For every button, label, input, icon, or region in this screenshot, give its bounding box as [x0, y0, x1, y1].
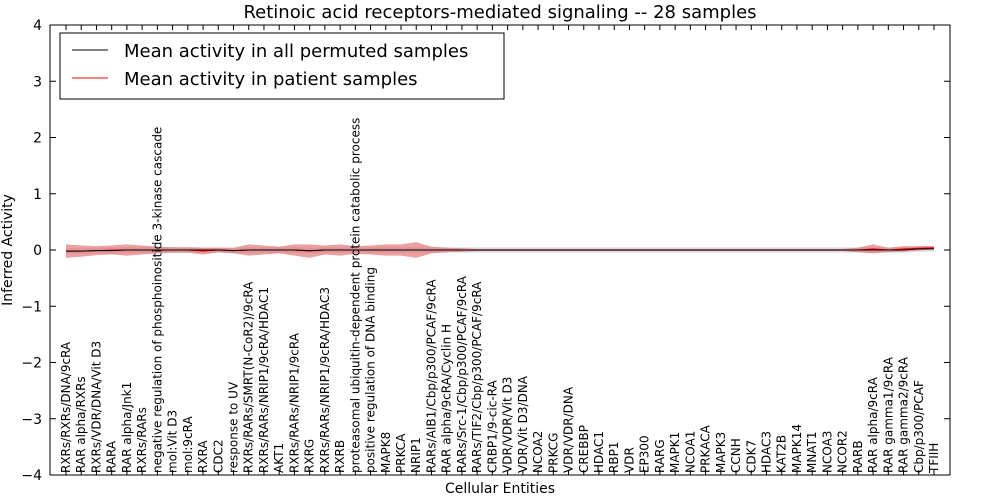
x-tick-label: RBP1 [607, 442, 621, 473]
x-tick-label: RXRs/RARs/SMRT(N-CoR2)/9cRA [242, 281, 256, 473]
y-tick-label: 3 [33, 74, 42, 90]
x-tick-label: RXRB [333, 440, 347, 473]
x-tick-label: NCOR2 [836, 430, 850, 473]
x-tick-label: PRKCA [394, 433, 408, 473]
y-axis-label: Inferred Activity [0, 194, 16, 306]
legend-label-permuted: Mean activity in all permuted samples [124, 41, 468, 62]
x-tick-label: VDR [622, 447, 636, 473]
x-tick-label: CDC2 [211, 439, 225, 473]
x-tick-label: RXRs/RARs/NRIP1/9cRA/HDAC3 [318, 287, 332, 473]
x-tick-label: EP300 [638, 435, 652, 473]
x-tick-label: PRKCG [546, 433, 560, 473]
y-tick-label: 0 [33, 243, 42, 259]
x-tick-label: mol:9cRA [181, 415, 195, 472]
x-tick-label: RAR gamma2/9cRA [897, 356, 911, 473]
x-tick-label: PRKACA [699, 424, 713, 473]
x-tick-label: MNAT1 [805, 431, 819, 473]
x-tick-label: RAR alpha/9cRA/Cyclin H [440, 324, 454, 473]
x-tick-label: RXRs/RARs [135, 407, 149, 473]
x-tick-label: RXRA [196, 440, 210, 473]
x-axis-label: Cellular Entities [445, 481, 555, 497]
x-tick-label: CRBP1/9-cic-RA [485, 379, 499, 473]
x-tick-label: RARs/TIF2/Cbp/p300/PCAF/9cRA [470, 281, 484, 473]
x-tick-label: RXRs/RARs/NRIP1/9cRA/HDAC1 [257, 287, 271, 473]
x-tick-label: proteasomal ubiquitin-dependent protein … [348, 118, 362, 473]
x-tick-label: RARs/Src-1/Cbp/p300/PCAF/9cRA [455, 275, 469, 473]
x-tick-label: Cbp/p300/PCAF [912, 380, 926, 473]
x-tick-label: RAR alpha/9cRA [866, 376, 880, 473]
x-tick-label: HDAC3 [760, 431, 774, 473]
x-tick-label: RARs/AIB1/Cbp/p300/PCAF/9cRA [425, 279, 439, 473]
x-tick-label: response to UV [227, 381, 241, 473]
x-tick-label: CCNH [729, 438, 743, 473]
legend: Mean activity in all permuted samples Me… [59, 32, 505, 100]
x-tick-label: negative regulation of phosphoinositide … [150, 127, 164, 473]
y-tick-label: 4 [33, 18, 42, 34]
x-tick-label: NCOA1 [683, 431, 697, 473]
x-tick-label: RAR alpha/Jnk1 [120, 382, 134, 473]
x-tick-label: VDR/VDR/DNA [562, 386, 576, 473]
y-tick-label: −2 [21, 356, 42, 372]
x-tick-label: RARA [105, 440, 119, 473]
x-tick-label: VDR/VDR/Vit D3 [501, 377, 515, 473]
y-tick-label: 2 [33, 131, 42, 147]
x-tick-label: CREBBP [577, 425, 591, 473]
x-tick-label: RXRs/RXRs/DNA/9cRA [59, 341, 73, 473]
series-line-permuted [66, 248, 934, 252]
x-tick-label: RARG [653, 439, 667, 473]
x-tick-label: NCOA3 [820, 431, 834, 473]
y-tick-label: −4 [21, 468, 42, 484]
y-tick-label: −3 [21, 412, 42, 428]
x-tick-label: MAPK1 [668, 432, 682, 473]
x-tick-label: TFIIH [927, 443, 941, 474]
x-tick-label: NRIP1 [409, 437, 423, 473]
x-tick-label: positive regulation of DNA binding [364, 267, 378, 473]
x-tick-label: MAPK14 [790, 424, 804, 473]
x-tick-label: MAPK3 [714, 432, 728, 473]
legend-label-patient: Mean activity in patient samples [124, 69, 418, 90]
x-tick-label: RXRG [303, 439, 317, 473]
x-tick-label: RXRs/RARs/NRIP1/9cRA [287, 332, 301, 473]
x-tick-label: mol:Vit D3 [166, 410, 180, 473]
chart-title: Retinoic acid receptors-mediated signali… [243, 2, 756, 23]
y-tick-label: −1 [21, 299, 42, 315]
x-tick-label: HDAC1 [592, 431, 606, 473]
x-tick-label: RXRs/VDR/DNA/Vit D3 [90, 341, 104, 473]
x-tick-label: RARB [851, 440, 865, 473]
y-tick-label: 1 [33, 187, 42, 203]
x-tick-label: NCOA2 [531, 431, 545, 473]
legend-box [59, 32, 505, 100]
plot-area [66, 242, 935, 258]
x-tick-label: RAR alpha/RXRs [74, 376, 88, 473]
x-tick-label: KAT2B [775, 435, 789, 473]
x-tick-label: CDK7 [744, 440, 758, 473]
x-tick-label: MAPK8 [379, 432, 393, 473]
x-tick-label: AKT1 [272, 443, 286, 473]
x-tick-label: RAR gamma1/9cRA [881, 356, 895, 473]
x-tick-label: VDR/Vit D3/DNA [516, 375, 530, 473]
